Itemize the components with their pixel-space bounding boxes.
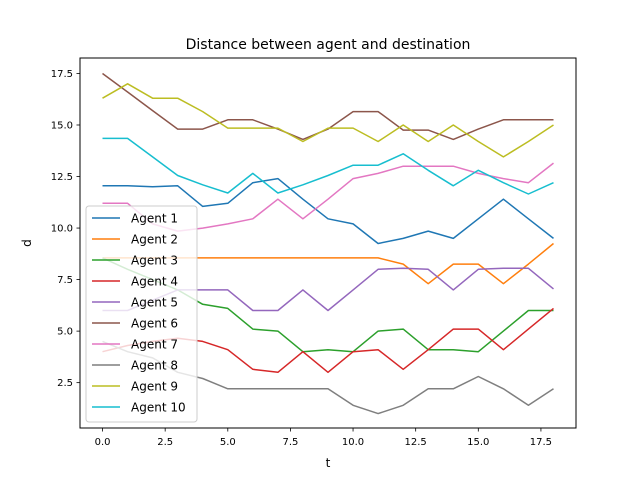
plot-frame — [79, 57, 577, 429]
x-tick-label: 0.0 — [95, 437, 111, 448]
legend-label-agent-2: Agent 2 — [131, 233, 178, 247]
y-tick-label: 5.0 — [57, 327, 73, 338]
legend-label-agent-6: Agent 6 — [131, 317, 178, 331]
legend-label-agent-10: Agent 10 — [131, 401, 186, 415]
y-tick-label: 17.5 — [51, 69, 73, 80]
y-tick-label: 15.0 — [51, 120, 73, 131]
y-tick-label: 2.5 — [57, 378, 73, 389]
y-axis-label: d — [20, 239, 34, 247]
x-tick-label: 10.0 — [342, 437, 364, 448]
legend-label-agent-9: Agent 9 — [131, 380, 178, 394]
legend-label-agent-7: Agent 7 — [131, 338, 178, 352]
x-axis-label: t — [326, 456, 331, 470]
series-line-agent-9 — [102, 83, 554, 158]
legend-label-agent-4: Agent 4 — [131, 275, 178, 289]
x-tick-label: 2.5 — [157, 437, 173, 448]
y-axis: 2.5 5.0 7.5 10.0 12.5 15.0 17.5 — [51, 69, 80, 389]
x-tick-label: 17.5 — [530, 437, 552, 448]
legend-label-agent-3: Agent 3 — [131, 254, 178, 268]
chart-title: Distance between agent and destination — [186, 37, 471, 53]
x-tick-label: 5.0 — [220, 437, 236, 448]
y-tick-label: 7.5 — [57, 275, 73, 286]
y-tick-label: 10.0 — [51, 224, 73, 235]
x-tick-label: 12.5 — [405, 437, 427, 448]
x-tick-label: 15.0 — [467, 437, 489, 448]
legend-label-agent-8: Agent 8 — [131, 359, 178, 373]
y-tick-label: 12.5 — [51, 172, 73, 183]
legend-label-agent-1: Agent 1 — [131, 212, 178, 226]
legend: Agent 1 Agent 2 Agent 3 Agent 4 Agent 5 Agent… — [85, 205, 198, 423]
series-line-agent-1 — [102, 177, 554, 245]
x-tick-label: 7.5 — [282, 437, 298, 448]
series-line-agent-6 — [102, 72, 554, 141]
x-axis: 0.0 2.5 5.0 7.5 10.0 12.5 15.0 17.5 — [95, 428, 552, 448]
series-line-agent-10 — [102, 137, 554, 195]
legend-label-agent-5: Agent 5 — [131, 296, 178, 310]
